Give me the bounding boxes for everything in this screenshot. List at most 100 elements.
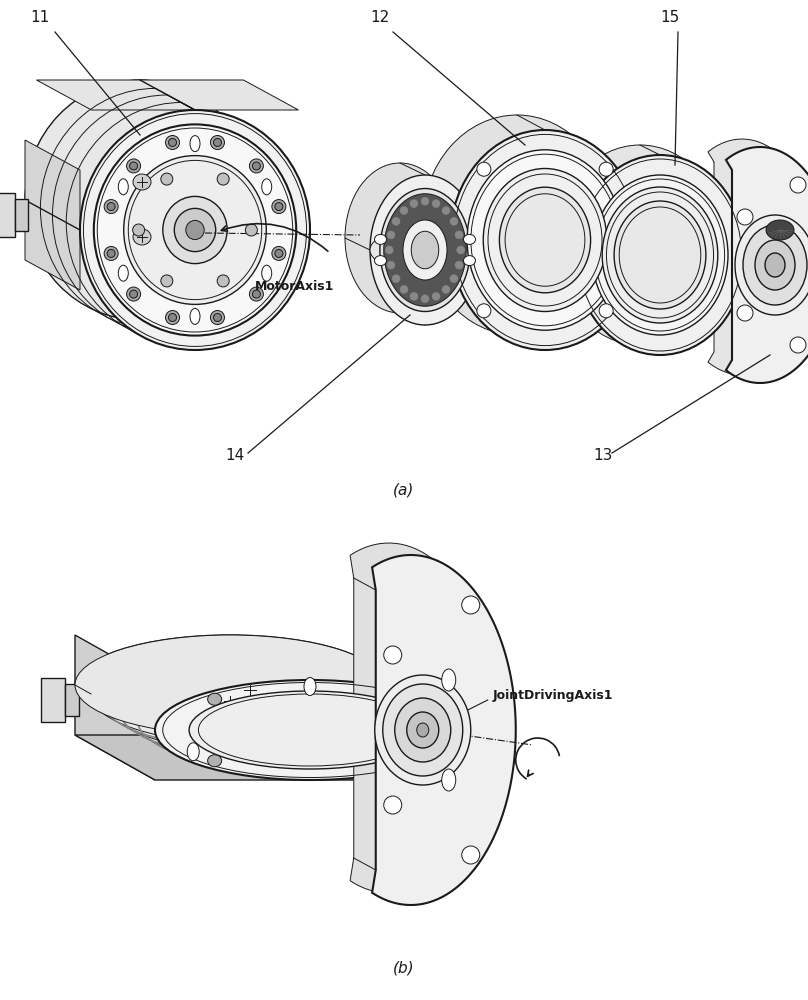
Ellipse shape bbox=[387, 261, 395, 269]
Ellipse shape bbox=[432, 292, 440, 300]
Ellipse shape bbox=[118, 265, 128, 281]
Text: (a): (a) bbox=[393, 483, 415, 497]
Ellipse shape bbox=[392, 275, 400, 283]
Ellipse shape bbox=[262, 265, 271, 281]
Ellipse shape bbox=[213, 314, 221, 322]
Ellipse shape bbox=[461, 846, 480, 864]
Polygon shape bbox=[75, 635, 155, 780]
Ellipse shape bbox=[392, 217, 400, 225]
Ellipse shape bbox=[743, 225, 807, 305]
Ellipse shape bbox=[187, 743, 200, 761]
Ellipse shape bbox=[82, 638, 377, 732]
Ellipse shape bbox=[169, 314, 176, 322]
Ellipse shape bbox=[107, 653, 417, 753]
Ellipse shape bbox=[107, 249, 115, 257]
Ellipse shape bbox=[575, 155, 745, 355]
Text: MotorAxis1: MotorAxis1 bbox=[255, 280, 335, 293]
Ellipse shape bbox=[599, 162, 613, 176]
Polygon shape bbox=[708, 139, 808, 375]
Ellipse shape bbox=[398, 693, 412, 705]
Ellipse shape bbox=[483, 168, 607, 312]
Ellipse shape bbox=[398, 755, 412, 767]
Ellipse shape bbox=[133, 174, 151, 190]
Ellipse shape bbox=[189, 691, 431, 769]
Ellipse shape bbox=[395, 698, 451, 762]
Ellipse shape bbox=[375, 675, 471, 785]
Polygon shape bbox=[350, 543, 494, 893]
Ellipse shape bbox=[400, 285, 408, 293]
Ellipse shape bbox=[271, 246, 286, 260]
Ellipse shape bbox=[737, 305, 753, 321]
Ellipse shape bbox=[175, 208, 216, 252]
Ellipse shape bbox=[555, 145, 725, 345]
Ellipse shape bbox=[240, 724, 260, 740]
Ellipse shape bbox=[129, 162, 137, 170]
Ellipse shape bbox=[790, 337, 806, 353]
Polygon shape bbox=[372, 555, 516, 905]
Ellipse shape bbox=[766, 220, 794, 240]
Ellipse shape bbox=[384, 796, 402, 814]
Ellipse shape bbox=[421, 295, 429, 303]
Ellipse shape bbox=[275, 249, 283, 257]
Ellipse shape bbox=[124, 156, 267, 304]
Ellipse shape bbox=[477, 162, 491, 176]
Ellipse shape bbox=[91, 644, 401, 744]
Ellipse shape bbox=[75, 635, 385, 735]
Ellipse shape bbox=[190, 136, 200, 152]
Ellipse shape bbox=[442, 285, 450, 293]
Polygon shape bbox=[0, 193, 15, 237]
Ellipse shape bbox=[464, 234, 475, 244]
Ellipse shape bbox=[186, 220, 204, 240]
Text: 13: 13 bbox=[593, 448, 612, 463]
Ellipse shape bbox=[345, 163, 455, 313]
Ellipse shape bbox=[166, 311, 179, 325]
Text: JointDrivingAxis1: JointDrivingAxis1 bbox=[493, 688, 613, 702]
Ellipse shape bbox=[383, 684, 463, 776]
Ellipse shape bbox=[271, 200, 286, 214]
Ellipse shape bbox=[161, 275, 173, 287]
Ellipse shape bbox=[252, 290, 260, 298]
Ellipse shape bbox=[602, 187, 718, 323]
Ellipse shape bbox=[123, 662, 433, 762]
Ellipse shape bbox=[442, 669, 456, 691]
Ellipse shape bbox=[155, 680, 465, 780]
Text: 12: 12 bbox=[370, 10, 389, 25]
Ellipse shape bbox=[400, 207, 408, 215]
Ellipse shape bbox=[384, 194, 466, 306]
Ellipse shape bbox=[127, 287, 141, 301]
Ellipse shape bbox=[104, 200, 118, 214]
Ellipse shape bbox=[250, 159, 263, 173]
Ellipse shape bbox=[384, 646, 402, 664]
Ellipse shape bbox=[25, 80, 255, 320]
Ellipse shape bbox=[410, 292, 418, 300]
Ellipse shape bbox=[169, 138, 176, 146]
Ellipse shape bbox=[161, 173, 173, 185]
Polygon shape bbox=[25, 140, 80, 290]
Ellipse shape bbox=[790, 177, 806, 193]
Ellipse shape bbox=[375, 234, 386, 244]
Ellipse shape bbox=[464, 256, 475, 266]
Ellipse shape bbox=[421, 743, 433, 761]
Ellipse shape bbox=[94, 124, 297, 336]
Ellipse shape bbox=[190, 308, 200, 324]
Ellipse shape bbox=[432, 200, 440, 208]
Polygon shape bbox=[726, 147, 808, 383]
Ellipse shape bbox=[133, 229, 151, 245]
Ellipse shape bbox=[213, 138, 221, 146]
Ellipse shape bbox=[457, 246, 465, 254]
Ellipse shape bbox=[304, 678, 316, 696]
Ellipse shape bbox=[162, 196, 227, 264]
Text: 11: 11 bbox=[30, 10, 49, 25]
Ellipse shape bbox=[370, 228, 480, 272]
Ellipse shape bbox=[461, 596, 480, 614]
Ellipse shape bbox=[380, 188, 470, 312]
Ellipse shape bbox=[467, 150, 623, 330]
Ellipse shape bbox=[599, 304, 613, 318]
Ellipse shape bbox=[107, 203, 115, 211]
Ellipse shape bbox=[387, 231, 395, 239]
Ellipse shape bbox=[403, 220, 447, 280]
Ellipse shape bbox=[252, 162, 260, 170]
Ellipse shape bbox=[450, 130, 640, 350]
Ellipse shape bbox=[262, 179, 271, 195]
Ellipse shape bbox=[417, 723, 429, 737]
